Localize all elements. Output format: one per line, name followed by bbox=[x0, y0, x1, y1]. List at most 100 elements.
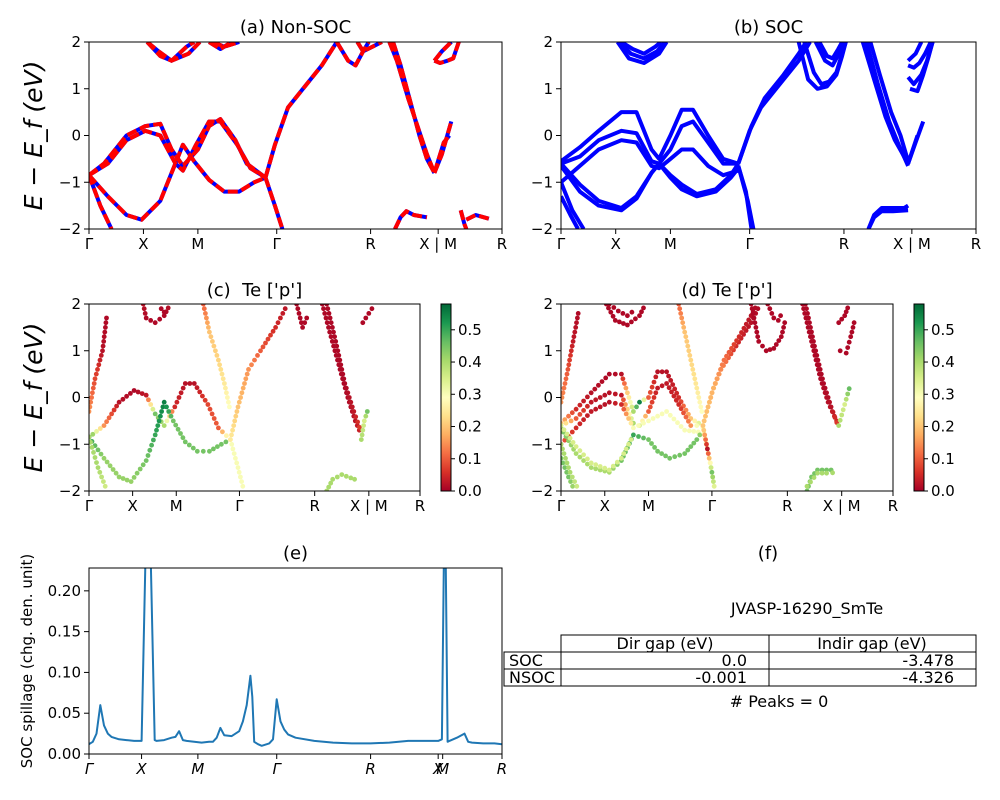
soc-band bbox=[618, 42, 667, 61]
soc-band bbox=[864, 42, 910, 167]
projection-point bbox=[91, 450, 96, 455]
soc-band bbox=[736, 42, 812, 165]
band-spin-down bbox=[432, 134, 451, 174]
projection-point bbox=[689, 362, 695, 368]
band-spin-down bbox=[263, 42, 339, 179]
projection-point bbox=[663, 453, 668, 459]
xtick-label: X bbox=[611, 235, 621, 253]
projection-point bbox=[158, 306, 164, 312]
ytick-label: 1 bbox=[71, 80, 81, 98]
projection-point bbox=[709, 390, 715, 396]
projection-point bbox=[573, 416, 579, 421]
projection-point bbox=[275, 320, 281, 326]
projection-point bbox=[659, 369, 665, 375]
projection-point bbox=[89, 434, 92, 440]
ytick-label: 0.00 bbox=[48, 745, 81, 763]
gap-table-nsoc-indir: -4.326 bbox=[902, 668, 954, 687]
projection-point bbox=[332, 334, 337, 340]
projection-point bbox=[561, 427, 567, 433]
projection-point bbox=[683, 334, 689, 340]
projection-point bbox=[705, 404, 711, 410]
projection-point bbox=[848, 334, 854, 340]
soc-band bbox=[615, 42, 669, 65]
projection-point bbox=[225, 395, 230, 400]
projection-point bbox=[561, 446, 565, 452]
projection-point bbox=[686, 348, 692, 354]
projection-point bbox=[143, 392, 149, 398]
soc-band bbox=[561, 161, 740, 213]
projection-point bbox=[622, 381, 627, 386]
projection-point bbox=[646, 418, 651, 424]
band-spin-down bbox=[393, 209, 428, 229]
projection-point bbox=[741, 325, 747, 331]
projection-point bbox=[91, 381, 97, 386]
projection-point bbox=[341, 376, 347, 382]
xtick-label: X bbox=[127, 497, 137, 515]
projection-point bbox=[89, 439, 93, 445]
projection-point bbox=[610, 463, 616, 469]
projection-point bbox=[563, 376, 569, 382]
xtick-label: M bbox=[191, 760, 204, 778]
projection-point bbox=[249, 362, 254, 368]
xtick-label: R bbox=[309, 497, 319, 515]
projection-point bbox=[200, 448, 206, 454]
projection-point bbox=[101, 455, 107, 461]
projection-point bbox=[593, 406, 599, 412]
projection-point bbox=[655, 369, 660, 375]
projection-point bbox=[329, 339, 335, 344]
projection-point bbox=[577, 421, 583, 427]
projection-point bbox=[597, 464, 603, 469]
projection-point bbox=[731, 342, 737, 347]
projection-point bbox=[623, 385, 629, 391]
projection-point bbox=[676, 304, 682, 307]
projection-point bbox=[655, 385, 660, 391]
projection-point bbox=[97, 357, 103, 363]
panel-f: (f) JVASP-16290_SmTe Dir gap (eV) Indir … bbox=[503, 543, 977, 711]
projection-point bbox=[628, 437, 634, 442]
band-spin-down bbox=[465, 213, 490, 222]
projection-point bbox=[603, 375, 609, 381]
projection-point bbox=[223, 385, 228, 391]
projection-point bbox=[734, 338, 739, 343]
projection-point bbox=[626, 441, 631, 447]
projection-point bbox=[333, 339, 339, 344]
projection-point bbox=[348, 399, 354, 405]
projection-point bbox=[110, 467, 116, 472]
projection-point bbox=[699, 409, 705, 414]
projection-point bbox=[561, 451, 567, 456]
projection-point bbox=[615, 308, 621, 314]
projection-point bbox=[331, 329, 336, 335]
projection-point bbox=[718, 367, 723, 372]
projection-point bbox=[621, 406, 627, 412]
colorbar-tick-label: 0.2 bbox=[931, 418, 955, 436]
projection-point bbox=[178, 390, 184, 396]
xtick-label: R bbox=[365, 235, 375, 253]
projection-point bbox=[219, 441, 224, 447]
band-spin-down bbox=[212, 42, 240, 49]
projection-point bbox=[688, 357, 694, 363]
panel-b-title: (b) SOC bbox=[734, 17, 803, 38]
projection-point bbox=[201, 306, 207, 312]
projection-point bbox=[581, 408, 586, 413]
projection-point bbox=[207, 406, 213, 412]
projection-point bbox=[148, 402, 154, 407]
projection-point bbox=[625, 322, 630, 328]
projection-point bbox=[574, 483, 580, 489]
band-spin-up bbox=[393, 209, 428, 229]
projection-point bbox=[832, 415, 838, 420]
projection-point bbox=[220, 376, 226, 382]
projection-point bbox=[220, 429, 225, 435]
panel-a-frame bbox=[88, 41, 503, 230]
projection-point bbox=[676, 402, 682, 407]
projection-point bbox=[692, 376, 698, 382]
projection-point bbox=[172, 404, 178, 410]
projection-point bbox=[682, 329, 688, 335]
projection-point bbox=[568, 479, 573, 484]
projection-point bbox=[282, 306, 288, 312]
projection-point bbox=[561, 441, 564, 447]
projection-point bbox=[348, 475, 354, 481]
panel-c-ylabel: E − E_f (eV) bbox=[19, 323, 48, 473]
projection-point bbox=[238, 395, 244, 400]
projection-point bbox=[678, 424, 684, 429]
projection-point bbox=[573, 425, 579, 431]
